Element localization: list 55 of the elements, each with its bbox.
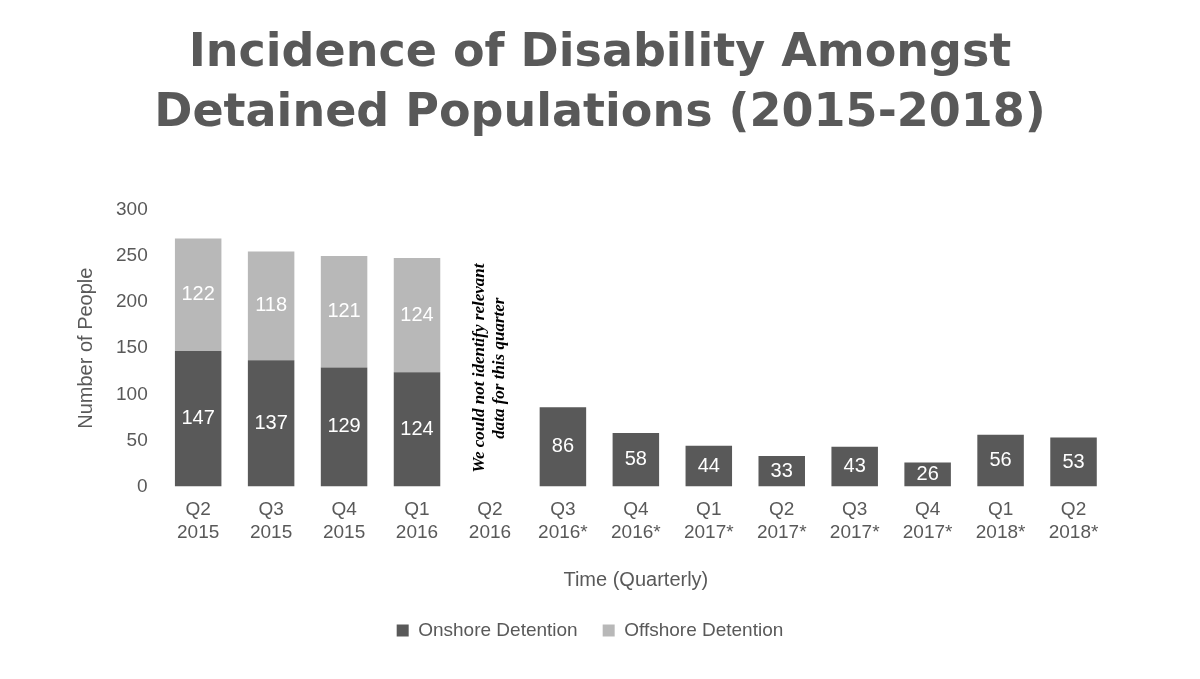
x-axis-title: Time (Quarterly) — [563, 567, 709, 590]
y-tick-label: 0 — [137, 474, 148, 496]
data-label: 26 — [916, 461, 939, 484]
bar — [174, 350, 222, 487]
data-label: 147 — [181, 406, 215, 429]
x-tick-label: Q2 2016 — [468, 498, 512, 542]
data-label: 137 — [254, 410, 288, 433]
bar — [393, 257, 441, 373]
x-tick-label: Q3 2017* — [829, 498, 881, 542]
bar — [612, 432, 660, 487]
y-tick-label: 100 — [116, 382, 148, 404]
x-tick-label: Q4 2015 — [322, 498, 366, 542]
data-label: 122 — [181, 282, 215, 305]
bar — [539, 407, 587, 487]
bar — [247, 251, 295, 361]
data-label: 58 — [624, 447, 647, 470]
data-label: 56 — [989, 448, 1012, 471]
legend-label: Offshore Detention — [624, 618, 784, 640]
data-label: 33 — [770, 458, 793, 481]
bar — [977, 434, 1024, 487]
data-label: 53 — [1062, 449, 1085, 472]
x-tick-label: Q1 2018* — [975, 498, 1027, 542]
y-tick-label: 300 — [116, 198, 148, 220]
x-tick-label: Q2 2015 — [177, 498, 220, 542]
data-label: 43 — [843, 454, 866, 477]
bar — [831, 446, 878, 487]
y-tick-label: 150 — [116, 336, 148, 358]
x-tick-label: Q2 2017* — [756, 498, 808, 542]
data-label: 129 — [327, 414, 361, 437]
bar — [320, 256, 368, 368]
x-tick-label: Q3 2016* — [538, 498, 589, 542]
bar — [247, 360, 295, 487]
x-tick-label: Q4 2016* — [611, 498, 662, 542]
y-tick-label: 200 — [116, 290, 148, 312]
x-tick-label: Q2 2018* — [1048, 498, 1099, 542]
data-label: 86 — [551, 434, 575, 457]
x-tick-label: Q1 2017* — [683, 498, 735, 542]
data-label: 44 — [697, 453, 720, 476]
data-label: 121 — [327, 299, 361, 322]
y-tick-label: 250 — [116, 244, 148, 266]
x-tick-label: Q3 2015 — [249, 498, 293, 542]
bar — [393, 372, 441, 487]
y-axis-title: Number of People — [73, 267, 96, 429]
bar — [1050, 437, 1097, 487]
chart-title: Incidence of Disability Amongst Detained Populations (2015-2018) — [153, 22, 1047, 139]
x-tick-label: Q1 2016 — [395, 498, 439, 542]
bar — [174, 238, 222, 351]
data-label: 124 — [400, 416, 434, 439]
bar — [320, 367, 368, 487]
annotation: We could not identify relevant data for this quarter — [469, 262, 509, 473]
x-tick-label: Q4 2017* — [902, 498, 954, 542]
y-tick-label: 50 — [126, 428, 148, 450]
data-label: 124 — [400, 302, 434, 325]
legend-label: Onshore Detention — [418, 618, 578, 640]
data-label: 118 — [255, 293, 288, 316]
